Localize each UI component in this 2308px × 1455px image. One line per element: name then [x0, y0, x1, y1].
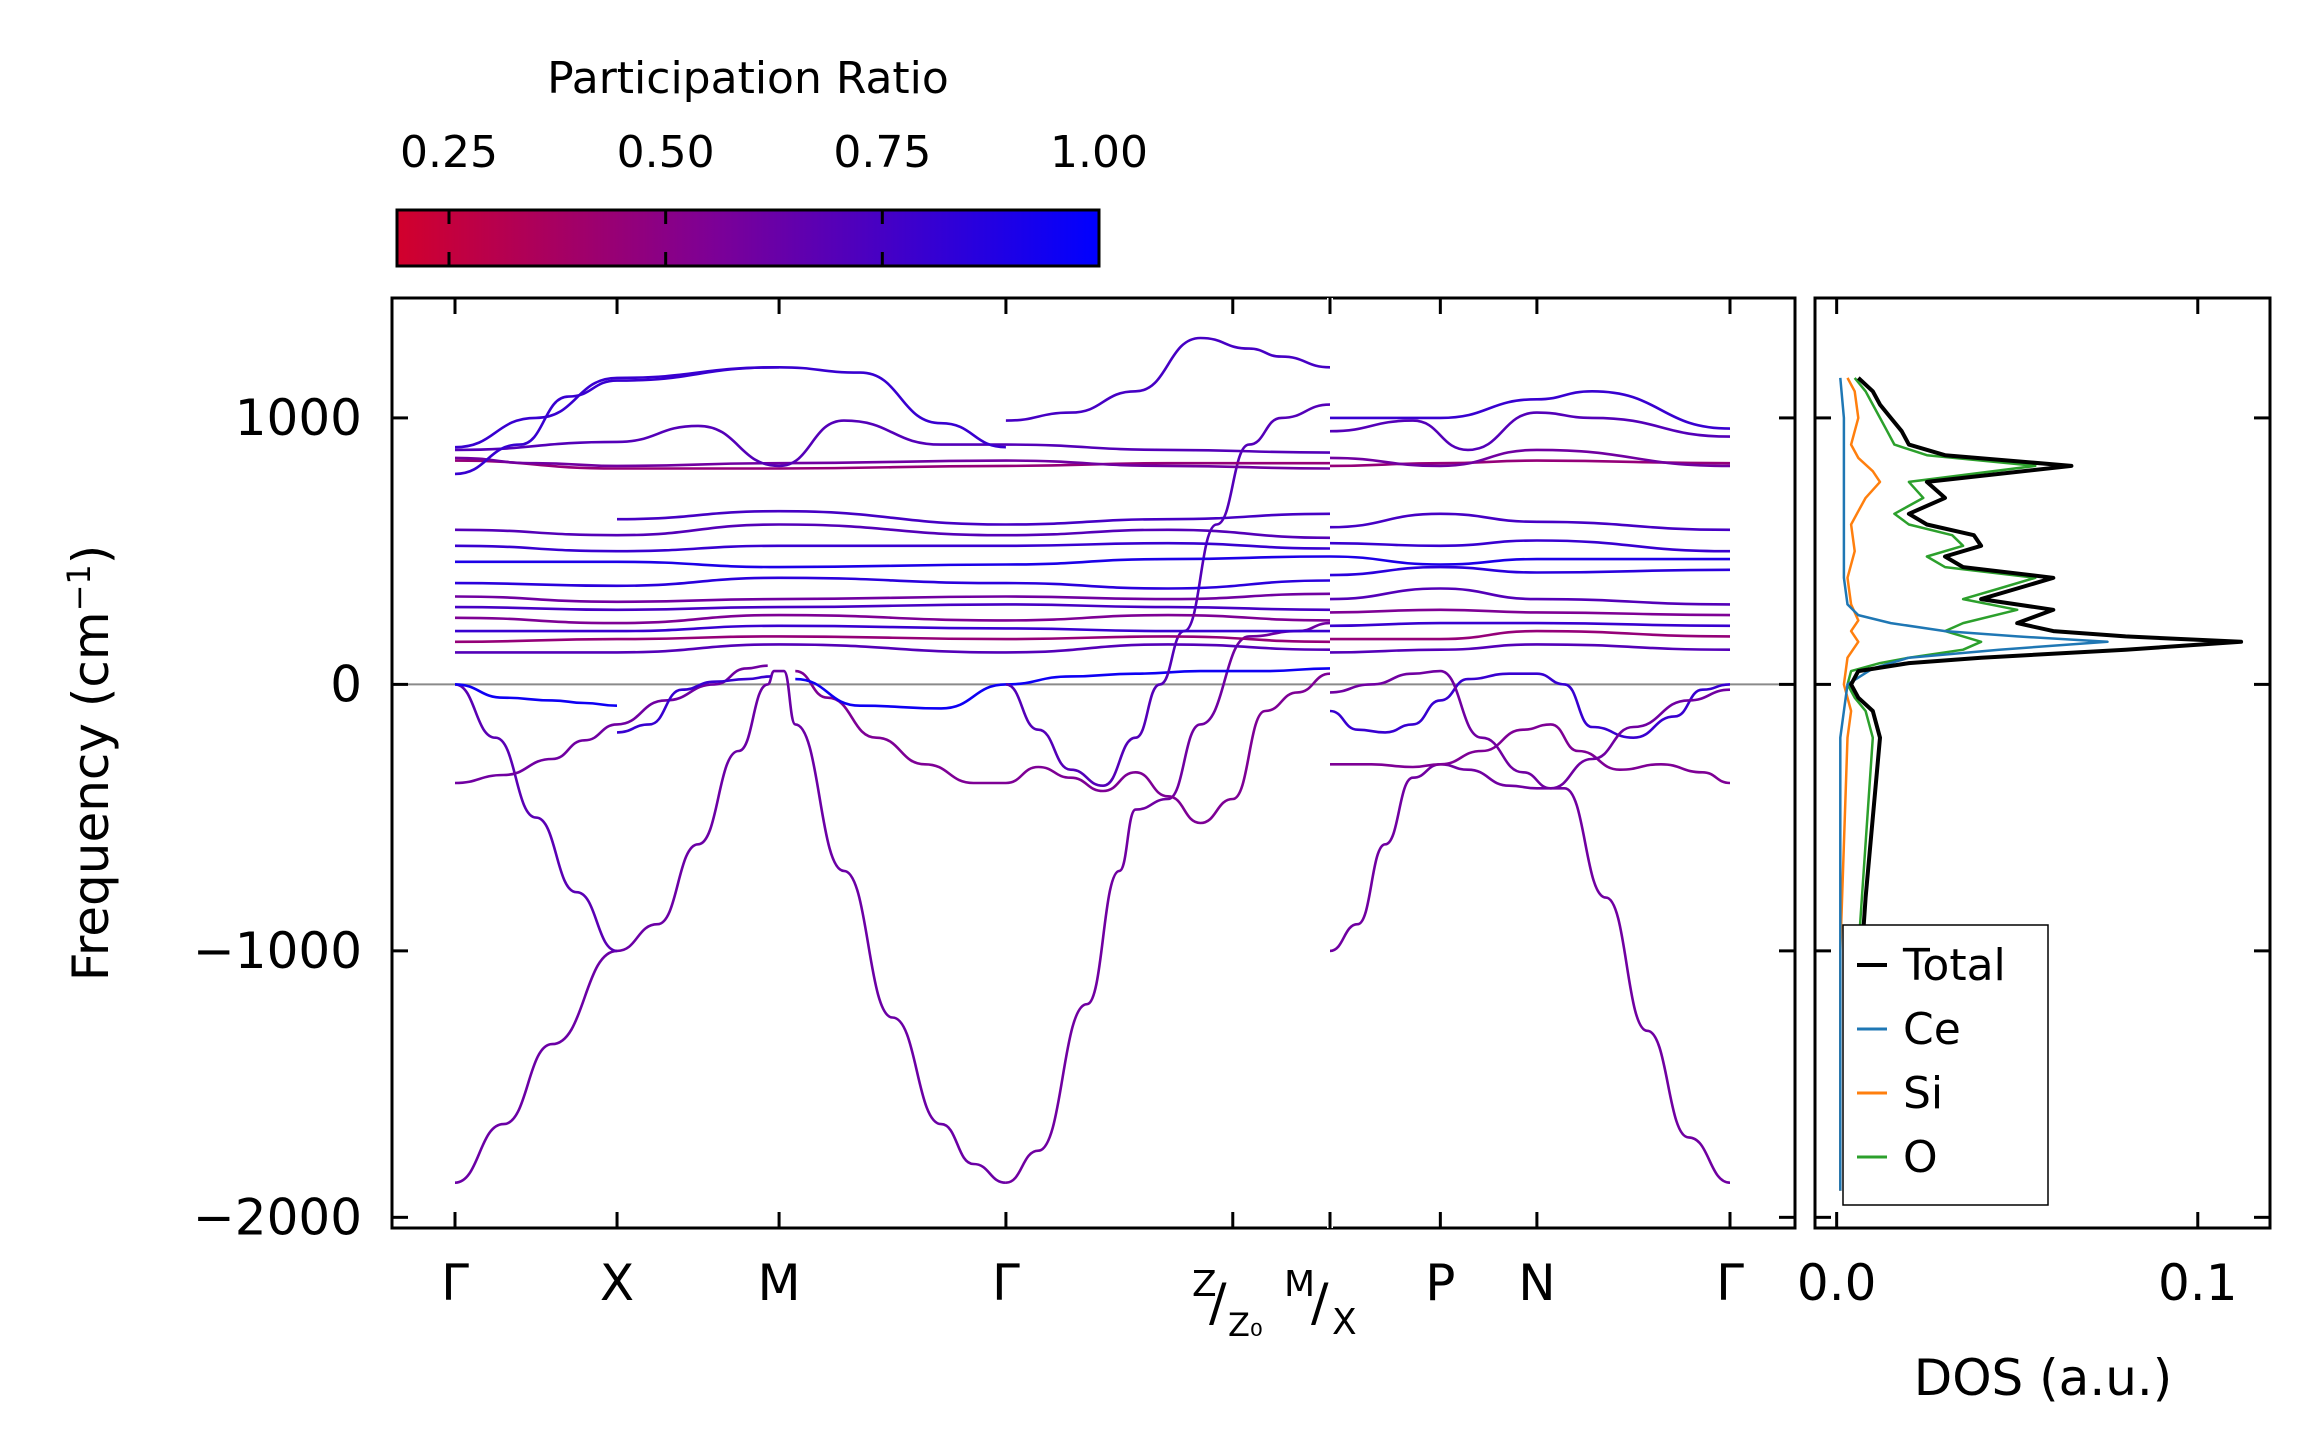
band-line	[454, 669, 1007, 1184]
band-line	[1330, 448, 1731, 468]
band-line	[1005, 336, 1330, 422]
band-y-ticks: 1000 0 −1000 −2000	[193, 389, 1795, 1246]
z-superscript: Z	[1192, 1264, 1217, 1305]
legend-label: Ce	[1903, 1004, 1961, 1055]
x-tick-label: Γ	[992, 1254, 1020, 1312]
band-line	[795, 669, 1330, 825]
band-line	[454, 459, 1330, 470]
colorbar-tick-label: 1.00	[1050, 127, 1148, 178]
x-tick-label: P	[1425, 1254, 1455, 1312]
band-line	[454, 592, 1330, 604]
y-tick-label: −1000	[193, 922, 362, 980]
x-tick-label: X	[600, 1254, 634, 1312]
band-line	[455, 643, 1330, 654]
band-line	[454, 366, 780, 476]
dos-panel: 0.0 0.1 DOS (a.u.) Total Ce Si O	[1797, 296, 2272, 1407]
dos-x-tick-label: 0.0	[1797, 1254, 1877, 1312]
colorbar-ticks: 0.25 0.50 0.75 1.00	[400, 127, 1148, 266]
x-subscript: X	[1332, 1302, 1357, 1343]
band-line	[1330, 762, 1731, 1184]
band-line	[454, 635, 1330, 644]
dos-lines	[1839, 376, 2244, 1191]
dos-x-ticks: 0.0 0.1	[1797, 298, 2238, 1312]
y-axis-label: Frequency (cm−1)	[60, 545, 120, 982]
band-line	[1330, 459, 1731, 468]
legend-label: Si	[1903, 1068, 1943, 1119]
dos-line-ce	[1839, 377, 2109, 1191]
colorbar-title: Participation Ratio	[547, 53, 949, 104]
band-line	[454, 683, 618, 953]
x-tick-label: M	[758, 1254, 801, 1312]
colorbar-tick-label: 0.25	[400, 127, 498, 178]
dos-frame	[1813, 296, 2272, 1230]
band-line	[454, 576, 1330, 590]
band-line	[454, 523, 1330, 540]
dos-legend: Total Ce Si O	[1842, 924, 2049, 1206]
band-line	[454, 555, 1330, 569]
x-tick-label: Γ	[1716, 1254, 1744, 1312]
m-superscript: M	[1284, 1264, 1315, 1305]
x-tick-label: Γ	[441, 1254, 469, 1312]
slash-2: /	[1311, 1273, 1329, 1333]
band-line	[1330, 608, 1731, 617]
legend-label: Total	[1902, 940, 2006, 991]
band-line	[795, 667, 1330, 710]
band-line	[454, 365, 1006, 449]
dos-line-total	[1845, 376, 2244, 1191]
colorbar-gradient	[395, 208, 1101, 268]
dos-line-si	[1839, 377, 1882, 1191]
band-line	[1330, 669, 1731, 790]
band-line	[454, 603, 1330, 612]
band-line	[454, 613, 1330, 625]
band-line	[1330, 565, 1731, 577]
band-line	[454, 664, 768, 785]
bands-left-segment	[454, 336, 1330, 1184]
band-line	[454, 419, 1330, 468]
slash-1: /	[1209, 1273, 1227, 1333]
band-line	[1330, 629, 1731, 641]
z-m-label: Z / Z₀ M / X	[1192, 1264, 1357, 1344]
band-line	[454, 683, 618, 707]
band-line	[1330, 539, 1731, 553]
dos-x-axis-label: DOS (a.u.)	[1914, 1349, 2173, 1407]
band-line	[1330, 621, 1731, 628]
band-line	[616, 675, 772, 734]
band-line	[1330, 643, 1731, 654]
band-line	[1330, 587, 1731, 606]
band-line	[1330, 512, 1731, 532]
band-line	[454, 456, 1330, 470]
dos-x-tick-label: 0.1	[2158, 1254, 2238, 1312]
band-line	[616, 509, 1330, 526]
band-line	[454, 541, 1330, 553]
y-tick-label: 0	[330, 655, 362, 713]
band-line	[1005, 621, 1330, 1184]
bands-right-segment	[1330, 389, 1731, 1184]
dos-y-ticks	[1815, 416, 2270, 1219]
band-structure-frame	[390, 296, 1797, 1230]
y-tick-label: −2000	[193, 1188, 362, 1246]
colorbar-tick-label: 0.50	[617, 127, 715, 178]
band-line	[1330, 411, 1731, 452]
band-line	[1330, 555, 1730, 566]
z0-subscript: Z₀	[1228, 1306, 1263, 1344]
colorbar-tick-label: 0.75	[833, 127, 931, 178]
y-tick-label: 1000	[235, 389, 362, 447]
x-tick-label: N	[1518, 1254, 1555, 1312]
band-line	[1330, 389, 1731, 430]
legend-items: Total Ce Si O	[1857, 940, 2006, 1183]
dos-line-o	[1842, 377, 2037, 1191]
colorbar: Participation Ratio 0.25 0.50 0.75 1.00	[395, 53, 1148, 268]
legend-label: O	[1903, 1132, 1938, 1183]
band-line	[1330, 723, 1731, 785]
band-line	[1330, 672, 1731, 740]
band-line	[1005, 403, 1330, 788]
band-line	[454, 624, 1330, 633]
